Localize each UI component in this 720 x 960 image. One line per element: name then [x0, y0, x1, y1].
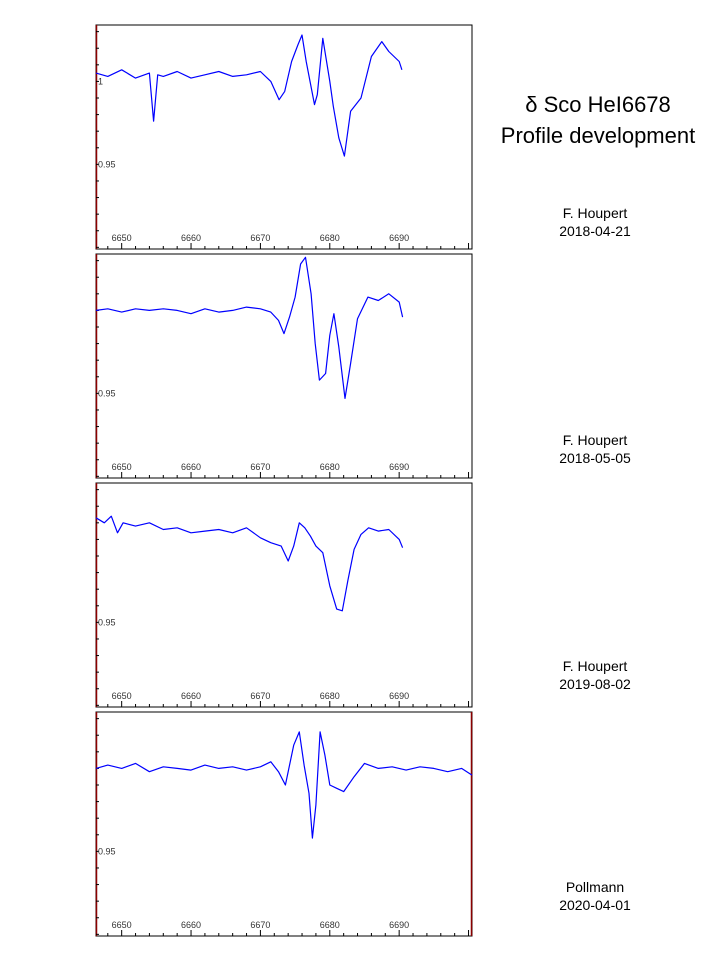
x-tick-label: 6670: [250, 920, 270, 930]
panel-1-date: 2018-04-21: [559, 223, 631, 239]
chart-panel-2: 6650 6660 6670 6680 6690 0.95: [95, 253, 473, 479]
x-tick-label: 6660: [181, 233, 201, 243]
y-tick-label: 0.95: [98, 617, 116, 627]
plot-frame: [95, 24, 473, 250]
x-tick-label: 6680: [320, 920, 340, 930]
x-tick-label: 6690: [389, 462, 409, 472]
chart-panel-4: 6650 6660 6670 6680 6690 0.95: [95, 711, 473, 937]
spectrum-line: [95, 34, 403, 157]
x-tick-label: 6680: [320, 691, 340, 701]
plot-frame: [95, 711, 473, 937]
x-tick-label: 6660: [181, 462, 201, 472]
x-tick-label: 6650: [112, 920, 132, 930]
panel-2-credit: F. Houpert 2018-05-05: [515, 431, 675, 467]
plot-frame: [95, 482, 473, 708]
x-tick-label: 6690: [389, 233, 409, 243]
panel-3-date: 2019-08-02: [559, 676, 631, 692]
x-tick-label: 6680: [320, 462, 340, 472]
x-tick-label: 6650: [112, 691, 132, 701]
x-tick-label: 6650: [112, 462, 132, 472]
x-tick-label: 6690: [389, 920, 409, 930]
panel-4-credit: Pollmann 2020-04-01: [515, 878, 675, 914]
plot-frame: [95, 253, 473, 479]
chart-panel-1: 6650 6660 6670 6680 6690 1 0.95: [95, 24, 473, 250]
x-tick-label: 6680: [320, 233, 340, 243]
spectrum-line: [95, 256, 404, 399]
panel-4-observer: Pollmann: [565, 879, 625, 895]
spectrum-line: [95, 731, 473, 839]
panel-2-date: 2018-05-05: [559, 450, 631, 466]
y-tick-label: 1: [98, 76, 103, 86]
panel-4-date: 2020-04-01: [559, 897, 631, 913]
panel-3-credit: F. Houpert 2019-08-02: [515, 657, 675, 693]
x-tick-label: 6660: [181, 691, 201, 701]
x-tick-label: 6670: [250, 462, 270, 472]
x-tick-label: 6650: [112, 233, 132, 243]
x-tick-label: 6690: [389, 691, 409, 701]
figure-title-line2: Profile development: [500, 123, 696, 148]
figure-title-line1: δ Sco HeI6678: [525, 92, 671, 117]
spectrum-line: [95, 515, 404, 612]
x-tick-label: 6660: [181, 920, 201, 930]
panel-2-observer: F. Houpert: [562, 432, 628, 448]
chart-panel-3: 6650 6660 6670 6680 6690 0.95: [95, 482, 473, 708]
y-tick-label: 0.95: [98, 159, 116, 169]
y-tick-label: 0.95: [98, 846, 116, 856]
panel-3-observer: F. Houpert: [562, 658, 628, 674]
x-tick-label: 6670: [250, 233, 270, 243]
panel-1-observer: F. Houpert: [562, 205, 628, 221]
panel-1-credit: F. Houpert 2018-04-21: [515, 204, 675, 240]
y-tick-label: 0.95: [98, 388, 116, 398]
x-tick-label: 6670: [250, 691, 270, 701]
